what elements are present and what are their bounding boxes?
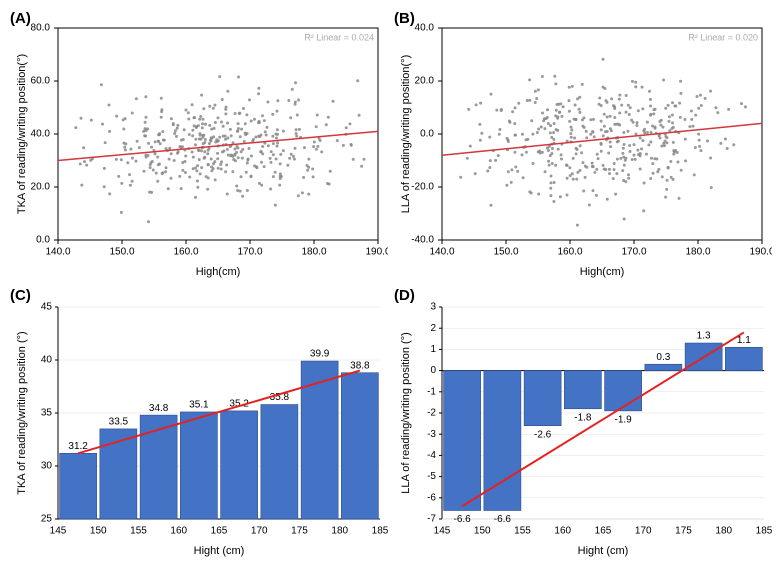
chart-grid: (A) 140.0150.0160.0170.0180.0190.00.020.… <box>8 8 769 558</box>
svg-text:80.0: 80.0 <box>31 23 51 34</box>
panel-a-label: (A) <box>10 10 31 27</box>
svg-text:1: 1 <box>430 344 436 355</box>
svg-text:140.0: 140.0 <box>45 247 70 258</box>
svg-text:170: 170 <box>635 526 652 537</box>
svg-text:LLA of reading/writing positio: LLA of reading/writing position (°) <box>400 332 412 494</box>
svg-text:45: 45 <box>41 302 53 313</box>
panel-c-label: (C) <box>10 287 31 304</box>
svg-text:160.0: 160.0 <box>557 247 582 258</box>
svg-text:60.0: 60.0 <box>31 76 51 87</box>
svg-text:-1.9: -1.9 <box>615 415 633 426</box>
svg-text:20.0: 20.0 <box>31 182 51 193</box>
svg-text:High(cm): High(cm) <box>580 266 625 278</box>
svg-text:-7: -7 <box>427 514 436 525</box>
panel-a: (A) 140.0 150.0 160.0 170.0 180.0 190.0 0.0 20.… <box>8 8 388 281</box>
svg-text:40: 40 <box>41 355 53 366</box>
svg-text:180.0: 180.0 <box>301 247 326 258</box>
panel-b-label: (B) <box>394 10 415 27</box>
svg-text:39.9: 39.9 <box>310 349 330 360</box>
svg-text:150: 150 <box>90 526 107 537</box>
svg-text:R² Linear = 0.024: R² Linear = 0.024 <box>304 32 374 42</box>
svg-text:-5: -5 <box>427 471 436 482</box>
svg-text:140.0: 140.0 <box>429 247 454 258</box>
svg-text:0.0: 0.0 <box>420 129 434 140</box>
svg-text:175: 175 <box>291 526 308 537</box>
svg-text:165: 165 <box>211 526 228 537</box>
svg-text:-6: -6 <box>427 492 436 503</box>
svg-text:155: 155 <box>514 526 531 537</box>
svg-text:160.0: 160.0 <box>173 247 198 258</box>
svg-text:-20.0: -20.0 <box>411 182 434 193</box>
svg-text:-1.8: -1.8 <box>574 412 592 423</box>
svg-text:-1: -1 <box>427 386 436 397</box>
panel-c: (C) 25 30 35 40 45 145 150 155 160 165 170 175 180 18… <box>8 285 388 558</box>
svg-text:35.1: 35.1 <box>189 400 209 411</box>
panel-b: (B) 140.0 150.0 160.0 170.0 180.0 190.0 -40.0 -… <box>392 8 772 281</box>
svg-text:155: 155 <box>130 526 147 537</box>
svg-text:-6.6: -6.6 <box>454 514 472 525</box>
svg-text:180: 180 <box>331 526 348 537</box>
svg-text:-3: -3 <box>427 429 436 440</box>
svg-text:25: 25 <box>41 514 53 525</box>
svg-text:TKA of reading/writing positio: TKA of reading/writing position(°) <box>16 54 28 214</box>
svg-text:3: 3 <box>430 302 436 313</box>
svg-text:LLA of reading/writing positio: LLA of reading/writing position(°) <box>400 55 412 214</box>
svg-text:0: 0 <box>430 365 436 376</box>
svg-text:180: 180 <box>715 526 732 537</box>
svg-text:30: 30 <box>41 461 53 472</box>
svg-text:150.0: 150.0 <box>109 247 134 258</box>
svg-text:175: 175 <box>675 526 692 537</box>
svg-text:R² Linear = 0.020: R² Linear = 0.020 <box>688 32 758 42</box>
scatter-b: 140.0 150.0 160.0 170.0 180.0 190.0 -40.0 -20.0… <box>392 8 772 280</box>
svg-text:Hight (cm): Hight (cm) <box>194 545 245 557</box>
svg-text:40.0: 40.0 <box>31 129 51 140</box>
svg-text:TKA of reading/writing positio: TKA of reading/writing position (°) <box>16 331 28 494</box>
svg-text:185: 185 <box>372 526 388 537</box>
svg-text:185: 185 <box>756 526 772 537</box>
svg-text:-6.6: -6.6 <box>494 514 512 525</box>
bar-c: 253035404514515015516016517017518018531.… <box>8 285 388 557</box>
panel-d-label: (D) <box>394 287 415 304</box>
svg-text:165: 165 <box>595 526 612 537</box>
svg-text:0.0: 0.0 <box>36 235 50 246</box>
svg-text:145: 145 <box>50 526 67 537</box>
svg-text:1.3: 1.3 <box>697 331 711 342</box>
svg-text:170: 170 <box>251 526 268 537</box>
svg-text:145: 145 <box>434 526 451 537</box>
svg-text:-2: -2 <box>427 408 436 419</box>
svg-text:38.8: 38.8 <box>350 360 370 371</box>
bar-d: -7 -6 -5 -4 -3 -2 -1 0 1 2 3 145 150 155 160 165 170 175 1… <box>392 285 772 557</box>
svg-text:34.8: 34.8 <box>149 403 169 414</box>
svg-text:170.0: 170.0 <box>621 247 646 258</box>
svg-text:2: 2 <box>430 323 436 334</box>
svg-text:170.0: 170.0 <box>237 247 262 258</box>
svg-text:150: 150 <box>474 526 491 537</box>
panel-d: (D) -7 -6 -5 -4 -3 -2 -1 0 1 2 3 145 150 155 160 165 170… <box>392 285 772 558</box>
svg-text:20.0: 20.0 <box>415 76 435 87</box>
svg-text:Hight (cm): Hight (cm) <box>578 545 629 557</box>
svg-text:33.5: 33.5 <box>109 417 129 428</box>
svg-text:-4: -4 <box>427 450 436 461</box>
svg-text:190.0: 190.0 <box>749 247 772 258</box>
svg-text:35: 35 <box>41 408 53 419</box>
svg-text:160: 160 <box>554 526 571 537</box>
svg-text:40.0: 40.0 <box>415 23 435 34</box>
svg-text:-2.6: -2.6 <box>534 429 552 440</box>
svg-text:High(cm): High(cm) <box>196 266 241 278</box>
svg-text:160: 160 <box>170 526 187 537</box>
svg-text:150.0: 150.0 <box>493 247 518 258</box>
svg-text:-40.0: -40.0 <box>411 235 434 246</box>
scatter-a: 140.0 150.0 160.0 170.0 180.0 190.0 0.0 20.0 40.… <box>8 8 388 280</box>
svg-text:180.0: 180.0 <box>685 247 710 258</box>
svg-text:0.3: 0.3 <box>656 352 670 363</box>
svg-text:190.0: 190.0 <box>365 247 388 258</box>
